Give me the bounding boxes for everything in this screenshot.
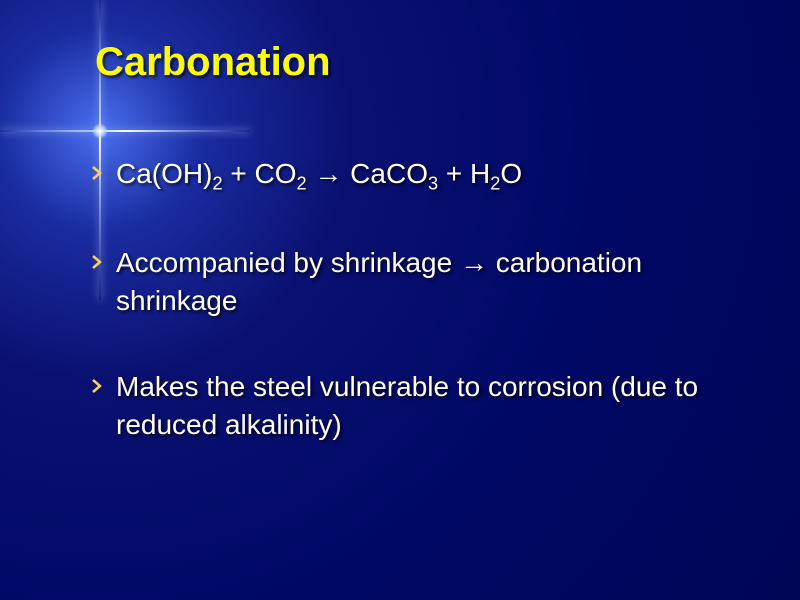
- bullet-text: Ca(OH)2 + CO2 → CaCO3 + H2O: [116, 155, 760, 196]
- chevron-right-icon: [90, 254, 106, 270]
- bullet-text: Accompanied by shrinkage → carbonation s…: [116, 244, 760, 320]
- bullet-item: Makes the steel vulnerable to corrosion …: [90, 368, 760, 444]
- chevron-right-icon: [90, 165, 106, 181]
- lens-flare-core: [92, 123, 108, 139]
- slide-title: Carbonation: [95, 40, 331, 85]
- bullet-item: Ca(OH)2 + CO2 → CaCO3 + H2O: [90, 155, 760, 196]
- bullet-item: Accompanied by shrinkage → carbonation s…: [90, 244, 760, 320]
- lens-flare-horizontal: [0, 130, 250, 132]
- chevron-right-icon: [90, 378, 106, 394]
- slide-body: Ca(OH)2 + CO2 → CaCO3 + H2O Accompanied …: [90, 155, 760, 491]
- bullet-text: Makes the steel vulnerable to corrosion …: [116, 368, 760, 444]
